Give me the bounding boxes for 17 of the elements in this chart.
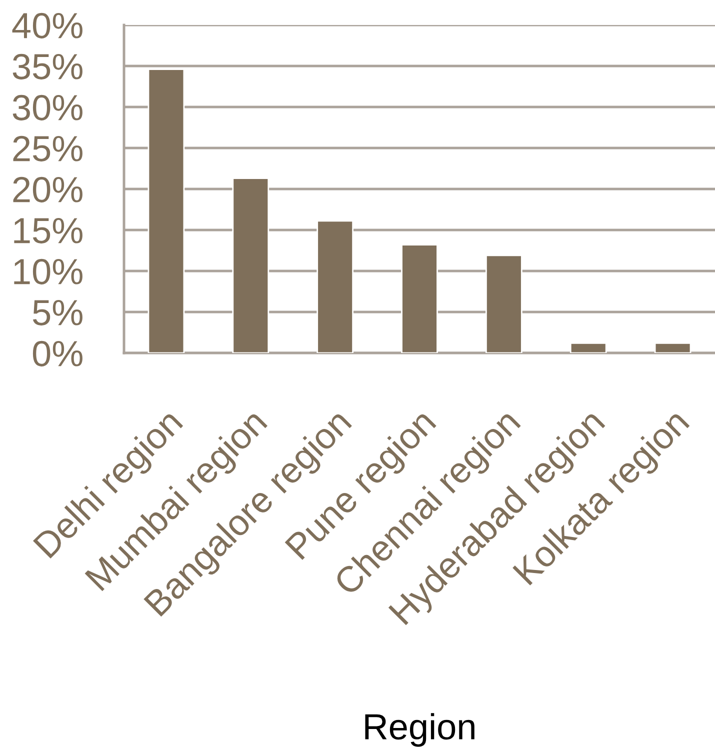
y-tick-label: 40% (12, 12, 82, 38)
y-tick-label: 30% (12, 94, 82, 120)
y-tick-label: 25% (13, 136, 82, 162)
y-tick-label: 10% (14, 258, 82, 284)
bar (232, 178, 270, 353)
x-axis-title: Region (365, 713, 474, 747)
bar (316, 220, 354, 353)
y-tick-label: 20% (13, 176, 82, 202)
y-tick-label: 15% (14, 218, 82, 244)
bar (148, 68, 185, 353)
y-tick-label: 35% (12, 54, 82, 80)
y-tick-label: 0% (32, 340, 82, 366)
bar (654, 342, 692, 353)
bar (486, 254, 522, 353)
bar (401, 244, 438, 353)
bar (570, 342, 607, 353)
y-tick-label: 5% (32, 300, 82, 326)
